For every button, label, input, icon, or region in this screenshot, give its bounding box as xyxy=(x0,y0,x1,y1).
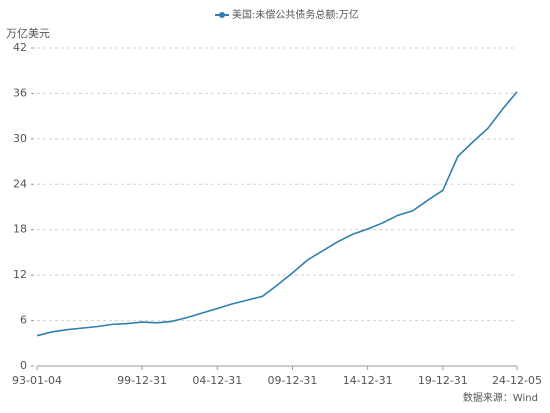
y-tick-label: 24 xyxy=(13,177,27,190)
x-tick-label: 09-12-31 xyxy=(268,374,318,387)
legend-label: 美国:未偿公共债务总额:万亿 xyxy=(232,8,359,21)
y-tick-label: 0 xyxy=(20,359,27,372)
x-tick-label: 93-01-04 xyxy=(12,374,62,387)
x-tick-label: 99-12-31 xyxy=(117,374,167,387)
y-tick-label: 36 xyxy=(13,86,27,99)
x-tick-label: 24-12-05 xyxy=(492,374,542,387)
y-tick-label: 12 xyxy=(13,268,27,281)
y-tick-label: 6 xyxy=(20,314,27,327)
y-tick-label: 18 xyxy=(13,223,27,236)
legend-marker xyxy=(219,12,225,18)
x-tick-label: 14-12-31 xyxy=(343,374,393,387)
x-tick-label: 19-12-31 xyxy=(418,374,468,387)
y-tick-label: 30 xyxy=(13,132,27,145)
y-tick-label: 42 xyxy=(13,41,27,54)
data-line xyxy=(36,91,518,337)
y-axis-label: 万亿美元 xyxy=(6,27,50,40)
source: 数据来源：Wind xyxy=(463,391,538,404)
x-tick-label: 04-12-31 xyxy=(192,374,242,387)
